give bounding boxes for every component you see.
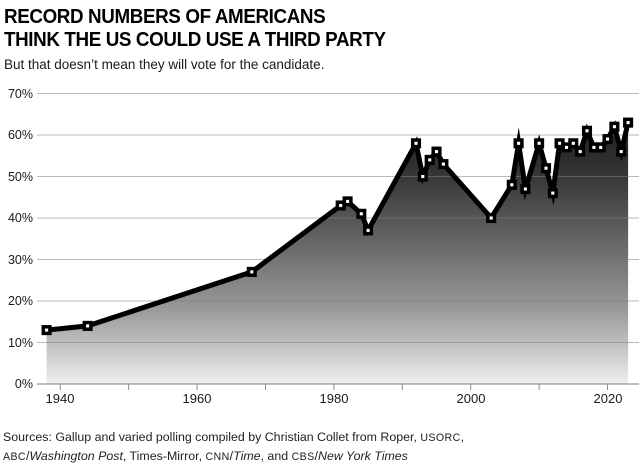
chart-title-line-2: THINK THE US COULD USE A THIRD PARTY bbox=[4, 29, 386, 51]
y-axis-tick-label: 60% bbox=[7, 128, 33, 142]
data-point-marker bbox=[623, 117, 634, 128]
data-point-marker bbox=[602, 134, 613, 145]
data-point-marker bbox=[438, 159, 449, 170]
data-point-marker bbox=[581, 125, 593, 136]
y-axis-tick-label: 0% bbox=[14, 377, 33, 391]
data-point-marker bbox=[506, 179, 517, 190]
source-note: Sources: Gallup and varied polling compi… bbox=[3, 429, 623, 466]
source-text-segment: , bbox=[460, 430, 465, 444]
area-fill bbox=[46, 122, 629, 384]
source-text-segment: , and bbox=[260, 448, 292, 463]
data-point-marker bbox=[609, 121, 620, 132]
x-axis-tick-label: 1940 bbox=[45, 391, 75, 406]
x-axis-tick-label: 2020 bbox=[593, 391, 623, 406]
source-text-segment: ABC bbox=[3, 450, 26, 463]
x-axis-tick-label: 2000 bbox=[456, 391, 486, 406]
source-text-segment: Washington Post bbox=[29, 448, 123, 463]
y-axis-tick-label: 30% bbox=[7, 253, 33, 267]
data-point-marker bbox=[356, 208, 367, 219]
x-axis-tick-label: 1980 bbox=[319, 391, 349, 406]
source-text-segment: Sources: Gallup and varied polling compi… bbox=[3, 430, 421, 444]
data-point-marker bbox=[41, 325, 52, 336]
data-point-marker bbox=[540, 163, 552, 174]
x-axis-tick-label: 1960 bbox=[182, 391, 212, 406]
data-point-marker bbox=[417, 171, 428, 182]
data-point-marker bbox=[431, 146, 442, 157]
y-axis-tick-label: 20% bbox=[7, 294, 33, 308]
source-text-segment: / bbox=[314, 448, 318, 463]
data-point-marker bbox=[424, 154, 435, 165]
chart-subtitle: But that doesn’t mean they will vote for… bbox=[4, 57, 325, 72]
chart-title-line-1: RECORD NUMBERS OF AMERICANS bbox=[4, 6, 326, 28]
source-text-segment: / bbox=[25, 448, 30, 463]
data-point-marker bbox=[534, 138, 545, 149]
data-point-marker bbox=[547, 188, 558, 199]
data-point-marker bbox=[595, 142, 606, 153]
y-axis-tick-label: 40% bbox=[7, 211, 33, 225]
source-text-segment: New York Times bbox=[318, 448, 408, 463]
source-text-segment: Time bbox=[233, 448, 261, 463]
data-point-marker bbox=[520, 183, 531, 195]
data-point-marker bbox=[616, 146, 627, 157]
data-point-marker bbox=[486, 212, 497, 224]
data-point-marker bbox=[246, 266, 257, 277]
data-point-marker bbox=[410, 138, 422, 149]
source-text-segment: / bbox=[229, 448, 234, 463]
y-axis-tick-label: 50% bbox=[7, 170, 33, 184]
data-point-marker bbox=[342, 196, 353, 207]
chart-title: RECORD NUMBERS OF AMERICANS THINK THE US … bbox=[4, 6, 386, 52]
data-point-marker bbox=[568, 138, 579, 149]
source-text-segment: , Times-Mirror, bbox=[122, 448, 206, 463]
data-point-marker bbox=[513, 138, 524, 149]
data-point-marker bbox=[575, 146, 586, 157]
data-point-marker bbox=[82, 320, 93, 331]
y-axis-tick-label: 70% bbox=[7, 87, 33, 101]
data-point-marker bbox=[363, 225, 374, 236]
source-text-segment: USORC bbox=[420, 432, 461, 444]
y-axis-tick-label: 10% bbox=[7, 336, 33, 350]
source-text-segment: CBS bbox=[291, 450, 315, 463]
source-text-segment: CNN bbox=[205, 450, 230, 463]
